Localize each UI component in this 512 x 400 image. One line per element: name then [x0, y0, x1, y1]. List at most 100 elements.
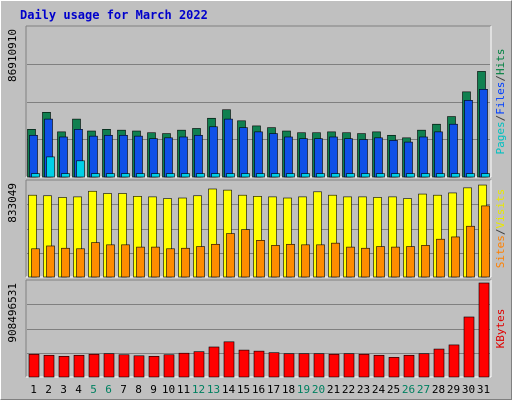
sites-bar-day-23 — [361, 247, 370, 278]
pages-bar-day-2 — [46, 156, 55, 178]
chart-title: Daily usage for March 2022 — [20, 8, 208, 22]
sites-bar-day-4 — [76, 248, 85, 278]
sites-bar-day-6 — [106, 244, 115, 278]
sites-bar-day-14 — [226, 233, 235, 278]
pages-bar-day-29 — [451, 173, 460, 178]
visits_panel-legend-visits: Visits — [494, 189, 507, 229]
visits_panel-ymax-label: 833049 — [6, 183, 19, 223]
visits-panel: 833049 Sites/Visits — [6, 179, 507, 278]
x-tick-label-day-1: 1 — [30, 383, 37, 396]
files-bar-day-29 — [449, 123, 458, 178]
sites-bar-day-30 — [466, 225, 475, 278]
x-tick-label-day-4: 4 — [75, 383, 82, 396]
kbytes-bar-day-22 — [343, 353, 355, 378]
x-tick-label-day-21: 21 — [327, 383, 340, 396]
files-bar-day-16 — [254, 131, 263, 178]
pages-bar-day-12 — [196, 173, 205, 178]
pages-bar-day-23 — [361, 173, 370, 178]
pages-bar-day-10 — [166, 173, 175, 178]
pages-bar-day-7 — [121, 173, 130, 178]
kbytes-bar-day-18 — [283, 353, 295, 378]
pages-bar-day-27 — [421, 173, 430, 178]
pages-bar-day-30 — [466, 173, 475, 178]
sites-bar-day-9 — [151, 246, 160, 278]
files-bar-day-30 — [464, 100, 473, 178]
files-bar-day-6 — [104, 134, 113, 178]
hits_panel-legend: Pages/Files/Hits — [494, 49, 507, 155]
pages-bar-day-31 — [481, 173, 490, 178]
pages-bar-day-3 — [61, 173, 70, 178]
sites-bar-day-19 — [301, 244, 310, 278]
files-bar-day-21 — [329, 136, 338, 178]
sites-bar-day-28 — [436, 238, 445, 278]
hits_panel-legend-hits: Hits — [494, 49, 507, 76]
kbytes-bar-day-23 — [358, 353, 370, 378]
files-bar-day-8 — [134, 135, 143, 178]
kbytes-bar-day-31 — [478, 282, 490, 378]
files-bar-day-19 — [299, 138, 308, 178]
sites-bar-day-16 — [256, 240, 265, 278]
x-tick-label-day-11: 11 — [177, 383, 190, 396]
kbytes-bar-day-3 — [58, 356, 70, 378]
x-tick-label-day-30: 30 — [462, 383, 475, 396]
x-tick-label-day-24: 24 — [372, 383, 386, 396]
files-bar-day-20 — [314, 138, 323, 178]
sites-bar-day-25 — [391, 246, 400, 278]
hits_panel-legend-separator-1: / — [494, 115, 507, 122]
kbytes_panel-legend: KBytes — [494, 309, 507, 349]
x-tick-label-day-8: 8 — [135, 383, 142, 396]
pages-bar-day-19 — [301, 173, 310, 178]
files-bar-day-23 — [359, 139, 368, 178]
x-tick-label-day-22: 22 — [342, 383, 355, 396]
kbytes-bar-day-28 — [433, 348, 445, 378]
pages-bar-day-4 — [76, 160, 85, 178]
x-tick-label-day-26: 26 — [402, 383, 415, 396]
x-tick-label-day-14: 14 — [222, 383, 236, 396]
files-bar-day-10 — [164, 137, 173, 178]
pages-bar-day-18 — [286, 173, 295, 178]
sites-bar-day-20 — [316, 244, 325, 278]
x-tick-label-day-20: 20 — [312, 383, 325, 396]
files-bar-day-28 — [434, 131, 443, 178]
kbytes-bar-day-26 — [403, 354, 415, 378]
sites-bar-day-22 — [346, 246, 355, 278]
sites-bar-day-29 — [451, 236, 460, 278]
pages-bar-day-5 — [91, 173, 100, 178]
visits_panel-legend: Sites/Visits — [494, 189, 507, 269]
pages-bar-day-15 — [241, 173, 250, 178]
pages-bar-day-28 — [436, 173, 445, 178]
sites-bar-day-13 — [211, 243, 220, 278]
x-tick-label-day-7: 7 — [120, 383, 127, 396]
files-bar-day-18 — [284, 136, 293, 178]
sites-bar-day-18 — [286, 243, 295, 278]
kbytes-bar-day-21 — [328, 353, 340, 378]
x-tick-label-day-3: 3 — [60, 383, 67, 396]
sites-bar-day-24 — [376, 246, 385, 278]
sites-bar-day-5 — [91, 242, 100, 278]
files-bar-day-15 — [239, 127, 248, 178]
kbytes-bar-day-25 — [388, 357, 400, 378]
kbytes-bar-day-19 — [298, 353, 310, 378]
kbytes-bar-day-27 — [418, 353, 430, 378]
kbytes-bar-day-1 — [28, 353, 40, 378]
kbytes_panel-ymax-label: 908496531 — [6, 283, 19, 343]
x-tick-label-day-28: 28 — [432, 383, 445, 396]
kbytes-bar-day-24 — [373, 354, 385, 378]
x-tick-label-day-10: 10 — [162, 383, 175, 396]
sites-bar-day-17 — [271, 245, 280, 278]
files-bar-day-27 — [419, 136, 428, 178]
x-tick-label-day-31: 31 — [477, 383, 490, 396]
x-tick-label-day-17: 17 — [267, 383, 280, 396]
files-bar-day-9 — [149, 138, 158, 178]
sites-bar-day-7 — [121, 244, 130, 278]
hits_panel-legend-pages: Pages — [494, 121, 507, 154]
kbytes-bar-day-11 — [178, 352, 190, 378]
pages-bar-day-11 — [181, 173, 190, 178]
kbytes-panel: 908496531 KBytes — [6, 279, 507, 378]
pages-bar-day-6 — [106, 173, 115, 178]
hits_panel-legend-separator-3: / — [494, 75, 507, 82]
files-bar-day-31 — [479, 89, 488, 178]
x-tick-label-day-2: 2 — [45, 383, 52, 396]
pages-bar-day-16 — [256, 173, 265, 178]
